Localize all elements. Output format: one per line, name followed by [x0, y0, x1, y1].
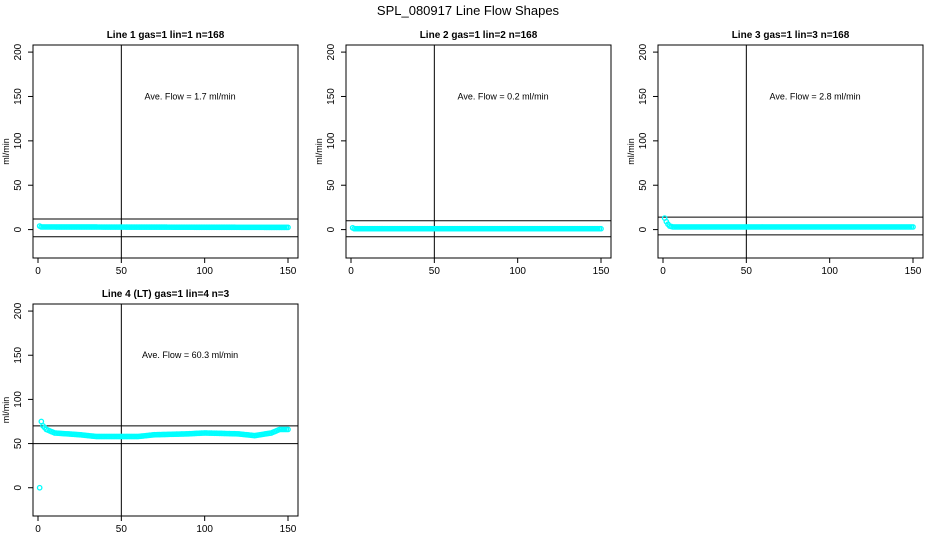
x-tick-label: 100 [821, 266, 838, 277]
data-point [285, 224, 291, 231]
y-tick-label: 150 [326, 88, 337, 105]
x-tick-label: 100 [509, 266, 526, 277]
x-tick-label: 50 [741, 266, 753, 277]
data-point [38, 418, 45, 425]
x-tick-label: 100 [196, 266, 213, 277]
y-tick-label: 50 [638, 179, 649, 191]
y-axis-label: ml/min [314, 138, 324, 165]
data-points [36, 418, 291, 491]
x-tick-label: 150 [280, 266, 297, 277]
x-tick-label: 0 [35, 524, 41, 535]
y-tick-label: 200 [638, 43, 649, 60]
y-tick-label: 50 [13, 438, 24, 450]
avg-flow-annotation: Ave. Flow = 0.2 ml/min [457, 91, 548, 101]
x-tick-label: 0 [660, 266, 666, 277]
y-tick-label: 100 [13, 132, 24, 149]
data-point [598, 225, 604, 232]
avg-flow-annotation: Ave. Flow = 1.7 ml/min [144, 91, 235, 101]
data-points [661, 215, 916, 230]
x-tick-label: 0 [35, 266, 41, 277]
chart-panel-3: Line 3 gas=1 lin=3 n=168 0 50 100 150 0 50 100 1… [626, 30, 924, 277]
x-tick-label: 100 [196, 524, 213, 535]
x-tick-label: 50 [116, 524, 128, 535]
y-tick-label: 0 [638, 226, 649, 232]
y-tick-label: 100 [638, 132, 649, 149]
y-tick-label: 100 [13, 391, 24, 408]
y-tick-label: 200 [13, 43, 24, 60]
avg-flow-annotation: Ave. Flow = 60.3 ml/min [142, 350, 238, 360]
y-tick-label: 150 [638, 88, 649, 105]
panel-title: Line 2 gas=1 lin=2 n=168 [420, 30, 538, 41]
x-tick-label: 150 [905, 266, 922, 277]
plot-frame [32, 44, 299, 259]
chart-panels: Line 1 gas=1 lin=1 n=168 0 50 100 150 0 50 100 1… [1, 30, 924, 535]
panel-title: Line 4 (LT) gas=1 lin=4 n=3 [102, 289, 230, 300]
y-tick-label: 150 [13, 88, 24, 105]
y-tick-label: 50 [13, 179, 24, 191]
x-tick-label: 50 [429, 266, 441, 277]
data-point [36, 484, 43, 491]
chart-panel-1: Line 1 gas=1 lin=1 n=168 0 50 100 150 0 50 100 1… [1, 30, 299, 277]
y-tick-label: 100 [326, 132, 337, 149]
chart-panel-2: Line 2 gas=1 lin=2 n=168 0 50 100 150 0 50 100 1… [314, 30, 612, 277]
y-tick-label: 200 [326, 43, 337, 60]
data-points [36, 223, 291, 231]
panel-title: Line 1 gas=1 lin=1 n=168 [107, 30, 225, 41]
plot-frame [32, 303, 299, 517]
figure-title: SPL_080917 Line Flow Shapes [377, 3, 560, 18]
panel-title: Line 3 gas=1 lin=3 n=168 [732, 30, 850, 41]
x-tick-label: 50 [116, 266, 128, 277]
x-tick-label: 150 [280, 524, 297, 535]
x-tick-label: 0 [348, 266, 354, 277]
data-point [285, 426, 291, 433]
y-tick-label: 0 [326, 226, 337, 232]
avg-flow-annotation: Ave. Flow = 2.8 ml/min [769, 91, 860, 101]
y-axis-label: ml/min [1, 138, 11, 165]
x-tick-label: 150 [593, 266, 610, 277]
plot-frame [657, 44, 924, 259]
y-tick-label: 0 [13, 226, 24, 232]
y-tick-label: 200 [13, 302, 24, 319]
y-tick-label: 150 [13, 346, 24, 363]
y-tick-label: 0 [13, 485, 24, 491]
data-point [910, 224, 916, 230]
y-tick-label: 50 [326, 179, 337, 191]
chart-panel-4: Line 4 (LT) gas=1 lin=4 n=3 0 50 100 150 0 50 1… [1, 289, 299, 535]
plot-frame [345, 44, 612, 259]
y-axis-label: ml/min [1, 397, 11, 424]
data-points [349, 224, 604, 232]
y-axis-label: ml/min [626, 138, 636, 165]
